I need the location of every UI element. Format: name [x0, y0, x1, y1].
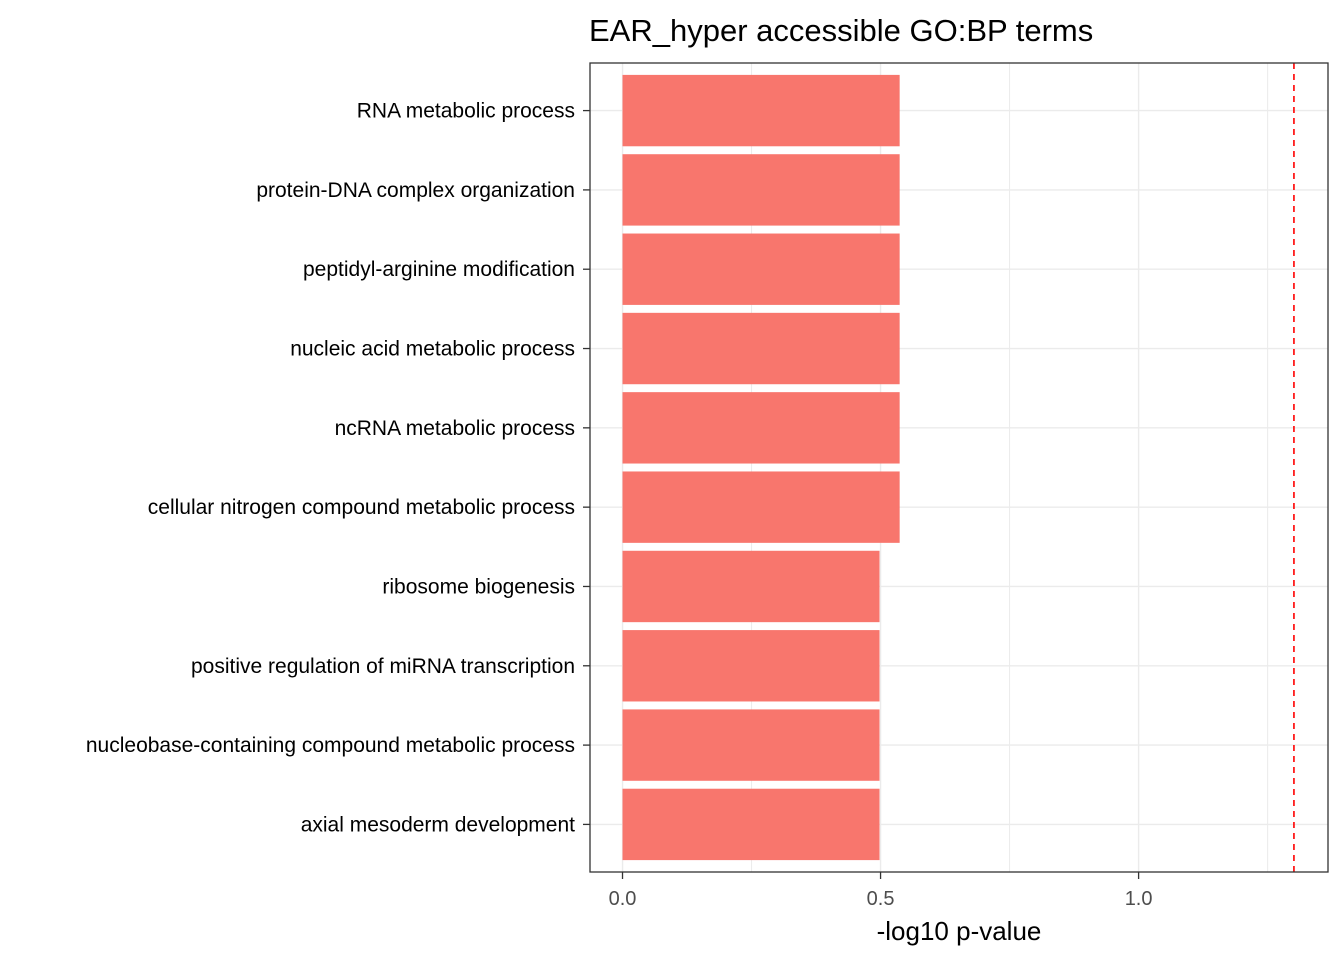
category-label: RNA metabolic process — [357, 100, 575, 123]
x-tick-label: 0.0 — [609, 888, 637, 910]
category-label: positive regulation of miRNA transcripti… — [191, 655, 575, 678]
bar — [622, 154, 900, 226]
category-label: peptidyl-arginine modification — [303, 258, 575, 281]
bar — [622, 550, 880, 623]
category-label: protein-DNA complex organization — [256, 179, 575, 202]
bar — [622, 709, 880, 781]
category-label: ncRNA metabolic process — [335, 417, 575, 440]
bar — [622, 471, 900, 543]
bar — [622, 74, 900, 147]
bar — [622, 630, 880, 702]
x-tick-label: 1.0 — [1125, 888, 1153, 910]
category-label: nucleic acid metabolic process — [290, 338, 575, 361]
bar — [622, 788, 880, 861]
bar — [622, 312, 900, 385]
y-axis: RNA metabolic process protein-DNA complex… — [86, 100, 590, 836]
category-label: cellular nitrogen compound metabolic pro… — [148, 496, 575, 519]
category-label: axial mesoderm development — [301, 813, 575, 836]
chart-title: EAR_hyper accessible GO:BP terms — [589, 13, 1093, 48]
x-axis-title: -log10 p-value — [877, 916, 1042, 946]
category-label: ribosome biogenesis — [382, 575, 575, 598]
category-label: nucleobase-containing compound metabolic… — [86, 734, 575, 757]
bar — [622, 392, 900, 464]
plot-border — [589, 62, 1329, 873]
x-axis: 0.0 0.5 1.0 — [609, 872, 1153, 910]
bars — [622, 74, 900, 861]
bar — [622, 233, 900, 305]
x-tick-label: 0.5 — [867, 888, 895, 910]
